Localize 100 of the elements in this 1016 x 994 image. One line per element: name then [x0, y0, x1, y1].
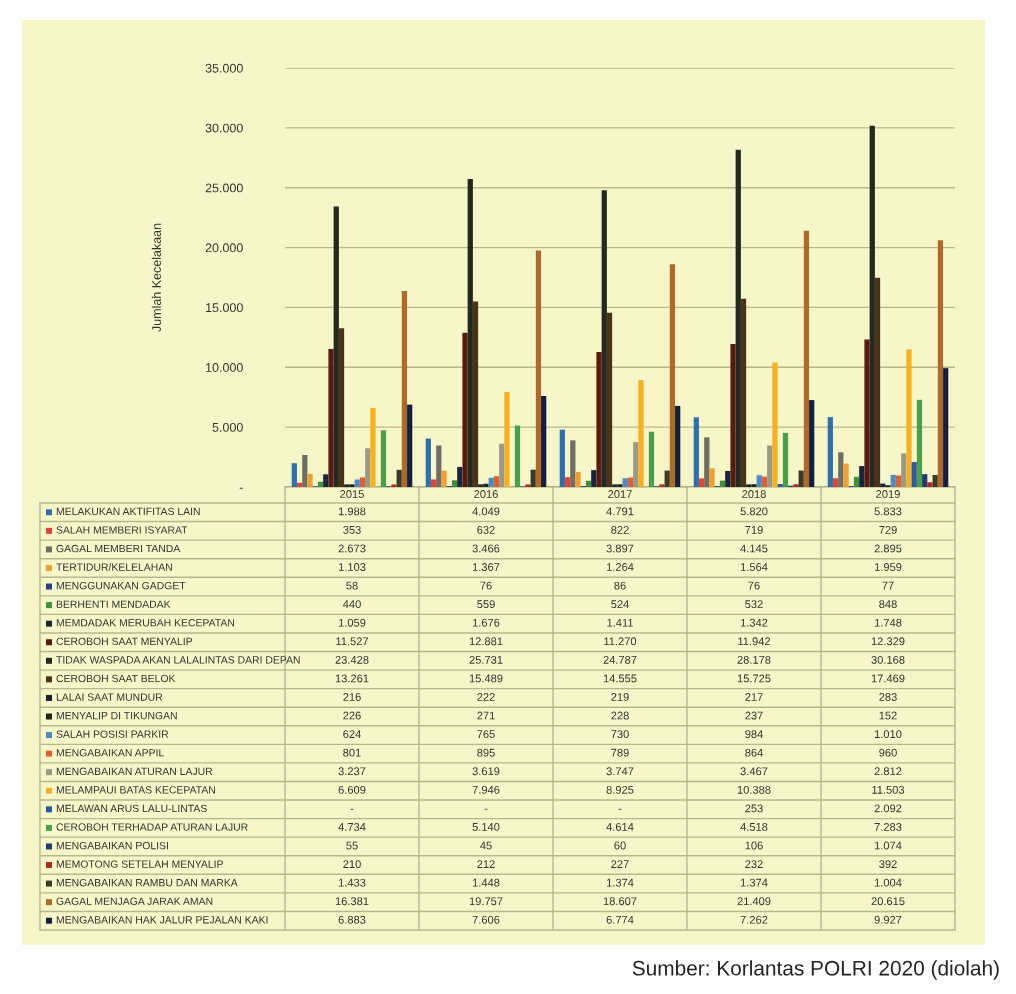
bar: [296, 482, 303, 487]
y-tick-label: 20.000: [205, 243, 243, 253]
data-label: 6.883: [338, 915, 366, 924]
data-label: 864: [745, 748, 763, 757]
bar: [777, 483, 783, 487]
data-label: 1.074: [874, 841, 902, 850]
bar: [328, 349, 334, 487]
data-label: 232: [745, 860, 763, 868]
data-label: 729: [879, 525, 897, 534]
data-label: 353: [343, 525, 361, 534]
data-label: 3.467: [740, 767, 768, 776]
data-label: 20.615: [871, 897, 905, 906]
text: -: [484, 808, 488, 810]
legend-label: MELAMPAUI BATAS KECEPATAN: [56, 786, 215, 794]
data-label: 3.619: [472, 767, 500, 776]
data-label: 217: [745, 693, 763, 701]
data-label: 7.283: [874, 823, 902, 831]
legend-label: SALAH POSISI PARKIR: [56, 730, 169, 738]
bar: [906, 349, 912, 487]
bar: [698, 478, 705, 487]
text: Sumber: Korlantas POLRI 2020 (diolah): [632, 960, 999, 980]
bar: [943, 368, 949, 487]
data-label: 216: [343, 693, 361, 701]
legend-label: MELAKUKAN AKTIFITAS LAIN: [56, 507, 200, 516]
bar: [323, 474, 329, 487]
bar: [693, 417, 699, 487]
data-label: 253: [745, 804, 763, 813]
legend-label: MENGABAIKAN RAMBU DAN MARKA: [56, 879, 238, 887]
data-label: 60: [614, 841, 626, 850]
data-label: 3.466: [472, 544, 500, 553]
y-tick-label: 10.000: [206, 363, 243, 372]
bar: [359, 477, 366, 487]
legend-label: CEROBOH SAAT BELOK: [56, 674, 176, 683]
data-label: 5.140: [472, 823, 500, 831]
legend-label: MENGABAIKAN POLISI: [56, 841, 168, 850]
bar: [627, 477, 634, 487]
data-label: 55: [346, 841, 358, 850]
data-label: 440: [342, 600, 361, 609]
data-label: 86: [614, 581, 626, 590]
bar: [803, 230, 810, 487]
text: -: [350, 808, 354, 810]
bar: [911, 461, 917, 487]
legend-label: GAGAL MENJAGA JARAK AMAN: [56, 897, 213, 905]
bar: [664, 470, 670, 487]
data-label: 1.367: [472, 563, 500, 571]
data-label: 11.942: [738, 637, 771, 646]
bar: [575, 471, 581, 487]
bar: [601, 190, 607, 487]
data-label: 730: [611, 730, 629, 739]
data-label: 227: [611, 860, 629, 868]
bar: [853, 476, 860, 487]
legend-label: SALAH MEMBERI ISYARAT: [56, 526, 188, 534]
bar: [530, 469, 536, 487]
data-label: 1.564: [740, 563, 768, 571]
data-label: 17.469: [871, 674, 905, 683]
data-label: 228: [611, 711, 629, 720]
bar: [648, 431, 655, 487]
bar: [798, 470, 804, 487]
bar: [338, 328, 345, 487]
data-label: 5.820: [740, 507, 768, 516]
y-axis-title: Jumlah Kecelakaan: [151, 223, 161, 332]
bar: [927, 482, 933, 487]
bar: [809, 400, 815, 487]
data-label: 19.757: [469, 897, 503, 906]
legend-label: MENGGUNAKAN GADGET: [56, 581, 186, 590]
bar: [478, 484, 484, 487]
legend-label: MENGABAIKAN APPIL: [56, 749, 164, 757]
data-label: 8.925: [606, 785, 634, 794]
data-label: 212: [477, 860, 495, 868]
bar: [659, 484, 665, 487]
data-label: 18.607: [603, 897, 637, 906]
legend-label: GAGAL MEMBERI TANDA: [56, 544, 181, 553]
data-label: 7.946: [472, 785, 500, 794]
data-label: 283: [879, 693, 897, 701]
bar: [483, 483, 489, 487]
legend-label: MENYALIP DI TIKUNGAN: [56, 711, 177, 720]
bar: [430, 479, 437, 487]
bar: [874, 277, 881, 487]
bar: [675, 405, 681, 487]
legend-label: BERHENTI MENDADAK: [56, 600, 171, 608]
data-label: 1.059: [338, 618, 366, 627]
bar: [380, 430, 387, 487]
data-label: 7.262: [740, 915, 768, 924]
bar: [514, 425, 521, 487]
data-label: 106: [745, 841, 763, 850]
data-label: 984: [745, 730, 763, 739]
data-label: 719: [745, 525, 763, 534]
data-label: 765: [477, 730, 495, 739]
bar: [704, 437, 710, 487]
legend-label: CEROBOH SAAT MENYALIP: [56, 637, 193, 646]
bar: [793, 484, 799, 487]
x-tick-label: 2017: [608, 490, 632, 498]
legend-label: LALAI SAAT MUNDUR: [56, 693, 163, 701]
bar: [541, 395, 547, 487]
bar: [922, 474, 928, 487]
data-label: 2.673: [338, 544, 366, 553]
data-label: 15.725: [737, 674, 771, 683]
data-label: 237: [745, 711, 763, 720]
bar: [535, 250, 542, 487]
data-label: 3.897: [606, 544, 634, 553]
